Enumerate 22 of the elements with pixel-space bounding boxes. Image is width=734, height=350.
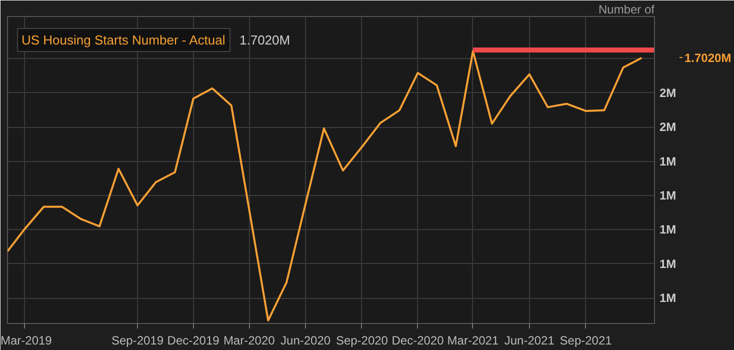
y-tick-label: 1M [660, 154, 676, 168]
y-tick-label: 1M [660, 256, 676, 271]
x-tick-label: Mar-2021 [447, 334, 499, 348]
line-series [8, 50, 643, 322]
y-tick-label: 2M [660, 86, 676, 100]
annotation: 1.7020M [240, 32, 290, 48]
x-tick-label: Jun-2020 [280, 334, 331, 348]
text: US Housing Starts Number - Actual [22, 32, 226, 48]
x-tick-label: Jun-2021 [504, 334, 555, 348]
y-tick-label: 1M [660, 222, 676, 237]
x-tick-label: Mar-2019 [0, 334, 52, 348]
x-tick-label: Dec-2020 [392, 334, 444, 348]
y-axis-title: Number of [598, 2, 656, 16]
y-tick-label: 1M [660, 291, 676, 306]
y-tick-label: 2M [660, 120, 676, 134]
x-tick-label: Dec-2019 [167, 334, 220, 348]
x-tick-label: Mar-2020 [223, 334, 276, 348]
y-tick-label: 1M [660, 188, 676, 202]
text: 1.7020M [684, 50, 732, 65]
x-tick-label: Sep-2021 [560, 334, 612, 348]
x-tick-label: Sep-2019 [111, 334, 164, 348]
x-tick-label: Sep-2020 [336, 334, 388, 348]
